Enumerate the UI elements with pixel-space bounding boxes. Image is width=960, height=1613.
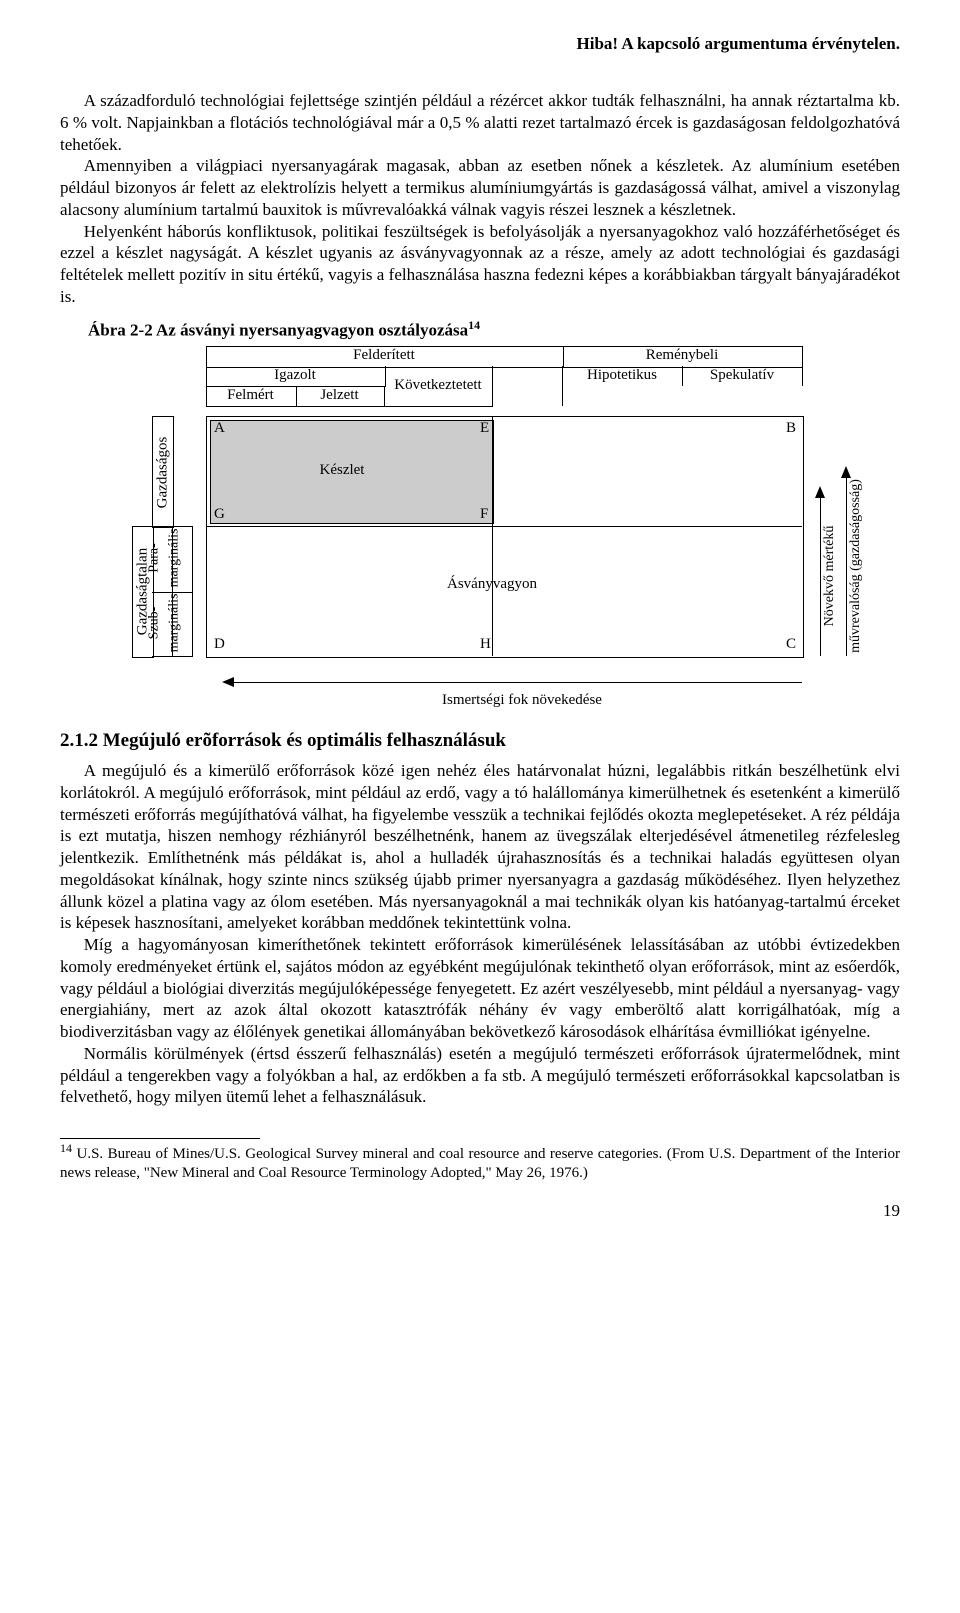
label-F: F <box>480 506 488 523</box>
hdr-felmert: Felmért <box>206 387 295 404</box>
label-muvre: művrevalóság (gazdaságosság) <box>848 456 864 676</box>
arrow-right-1-line <box>820 496 821 656</box>
footnote-num: 14 <box>60 1141 72 1155</box>
hdr-remenybeli: Reménybeli <box>562 347 802 364</box>
section-heading: 2.1.2 Megújuló erõforrások és optimális … <box>60 730 900 752</box>
arrow-bottom-line <box>232 682 802 683</box>
label-E: E <box>480 420 489 437</box>
left-para: Para- <box>147 526 163 591</box>
hdr-gap-box <box>492 366 563 406</box>
label-H: H <box>480 636 491 653</box>
body-para-1: A megújuló és a kimerülő erőforrások köz… <box>60 760 900 934</box>
label-G: G <box>214 506 225 523</box>
label-C: C <box>786 636 796 653</box>
left-szub: Szub- <box>147 591 163 656</box>
label-bottom-arrow: Ismertségi fok növekedése <box>392 692 652 709</box>
hdr-spekulativ: Spekulatív <box>682 367 802 384</box>
left-marg1: marginális <box>167 526 183 591</box>
hdr-kovetkeztetett: Következtetett <box>384 377 492 394</box>
hdr-hipotetikus: Hipotetikus <box>562 367 682 384</box>
label-novekvo: Növekvő mértékű <box>822 496 838 656</box>
page-number: 19 <box>60 1201 900 1221</box>
paragraph-2: Amennyiben a világpiaci nyersanyagárak m… <box>60 155 900 220</box>
line-EF <box>492 416 493 656</box>
figure-title-sup: 14 <box>468 318 480 332</box>
label-keszlet: Készlet <box>282 462 402 479</box>
arrow-bottom-head <box>222 677 234 687</box>
footnote: 14 U.S. Bureau of Mines/U.S. Geological … <box>60 1141 900 1183</box>
footnote-rule <box>60 1138 260 1139</box>
line-GF <box>206 526 802 527</box>
header-error: Hiba! A kapcsoló argumentuma érvénytelen… <box>60 34 900 54</box>
paragraph-3: Helyenként háborús konfliktusok, politik… <box>60 221 900 308</box>
label-A: A <box>214 420 225 437</box>
footnote-text: U.S. Bureau of Mines/U.S. Geological Sur… <box>60 1146 900 1181</box>
label-asvanyvagyon: Ásványvagyon <box>412 576 572 593</box>
hdr-igazolt: Igazolt <box>206 367 384 384</box>
paragraph-1: A századforduló technológiai fejlettsége… <box>60 90 900 155</box>
hdr-felderitett: Felderített <box>206 347 562 364</box>
left-gazdasagos: Gazdaságos <box>155 418 172 528</box>
body-para-3: Normális körülmények (értsd ésszerű felh… <box>60 1043 900 1108</box>
arrow-right-2-line <box>846 476 847 656</box>
body-para-2: Míg a hagyományosan kimeríthetőnek tekin… <box>60 934 900 1043</box>
hdr-jelzett: Jelzett <box>295 387 384 404</box>
figure-title: Ábra 2-2 Az ásványi nyersanyagvagyon osz… <box>88 318 900 341</box>
figure-title-text: Ábra 2-2 Az ásványi nyersanyagvagyon osz… <box>88 320 468 339</box>
page: Hiba! A kapcsoló argumentuma érvénytelen… <box>0 0 960 1251</box>
label-B: B <box>786 420 796 437</box>
label-D: D <box>214 636 225 653</box>
left-marg2: marginális <box>167 591 183 656</box>
classification-diagram: Felderített Reménybeli Igazolt Következt… <box>132 346 872 726</box>
